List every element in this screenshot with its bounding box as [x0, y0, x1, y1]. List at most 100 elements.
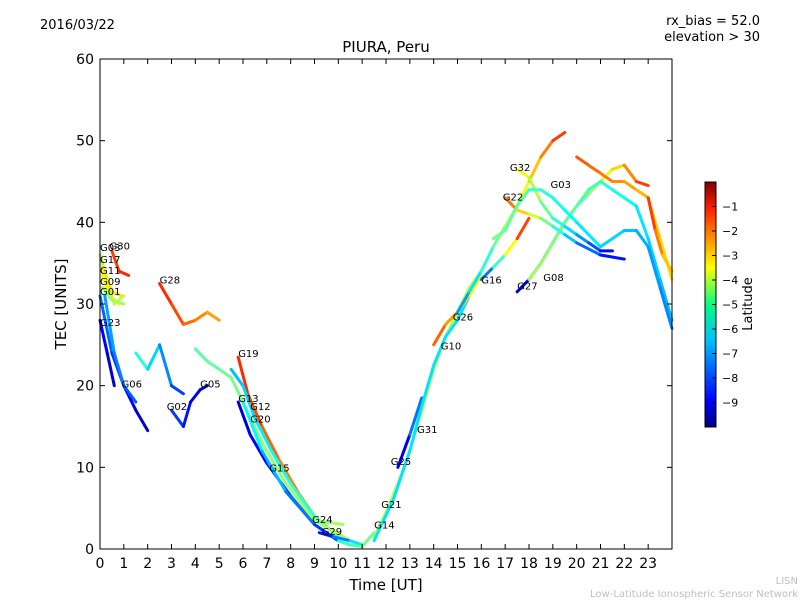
prn-label: G23 [100, 318, 120, 329]
series-segment [260, 425, 281, 461]
x-tick-label: 10 [329, 556, 347, 572]
series-segment [313, 518, 333, 525]
series-segment [646, 196, 657, 232]
prn-label: G12 [250, 402, 270, 413]
series-segment [246, 392, 264, 428]
series-segment [622, 163, 638, 183]
series-g07 [575, 155, 674, 281]
series-segment [539, 241, 555, 265]
x-tick-label: 23 [639, 556, 657, 572]
x-tick-label: 17 [496, 556, 514, 572]
date-label: 2016/03/22 [40, 18, 115, 33]
footer-lisn: LISN [775, 576, 798, 587]
prn-label: G02 [167, 402, 187, 413]
series-segment [170, 408, 185, 428]
series-segment [158, 343, 173, 388]
prn-label: G09 [100, 277, 120, 288]
series-g28 [158, 282, 221, 326]
series-segment [503, 204, 519, 232]
series-segment [110, 298, 126, 306]
colorbar-tick-label: −5 [722, 299, 738, 312]
series-segment [658, 278, 674, 322]
colorbar-tick-label: −8 [722, 372, 738, 385]
series-segment [112, 351, 126, 388]
series-segment [260, 449, 288, 494]
series-g32 [515, 167, 614, 253]
series-segment [110, 249, 121, 273]
series-segment [100, 286, 114, 302]
x-tick-label: 13 [401, 556, 419, 572]
x-tick-label: 22 [615, 556, 633, 572]
y-tick-label: 30 [76, 297, 94, 313]
x-tick-label: 5 [215, 556, 224, 572]
prn-label: G03 [551, 180, 571, 191]
series-segment [420, 363, 436, 408]
x-axis-label: Time [UT] [348, 576, 422, 594]
x-tick-label: 16 [472, 556, 490, 572]
series-segment [515, 278, 531, 294]
colorbar-label: Latitude [741, 277, 756, 331]
series-segment [599, 229, 626, 249]
series-segment [479, 245, 495, 273]
x-tick-label: 20 [568, 556, 586, 572]
x-tick-label: 12 [377, 556, 395, 572]
prn-label: G24 [312, 515, 332, 526]
series-g08 [527, 180, 674, 322]
x-tick-label: 6 [239, 556, 248, 572]
series-segment [491, 224, 507, 249]
series-g05 [170, 384, 209, 428]
series-segment [527, 261, 543, 281]
series-segment [539, 139, 555, 159]
series-g12 [229, 367, 340, 539]
series-segment [456, 290, 471, 314]
series-segment [270, 449, 293, 486]
series-segment [444, 318, 459, 339]
series-g16 [479, 216, 531, 281]
series-segment [193, 347, 209, 363]
colorbar-tick-label: −3 [722, 250, 738, 263]
series-segment [372, 498, 395, 543]
series-segment [634, 204, 650, 241]
prn-label: G32 [510, 163, 530, 174]
series-segment [587, 180, 602, 192]
x-tick-label: 3 [167, 556, 176, 572]
series-segment [467, 269, 483, 294]
prn-label: G08 [543, 273, 563, 284]
series-g29 [317, 531, 364, 547]
series-segment [329, 521, 345, 526]
prn-labels: G03G30G17G11G09G01G23G06G28G02G05G19G13G… [100, 163, 571, 538]
series-segment [479, 265, 495, 281]
colorbar-tick-label: −1 [722, 201, 738, 214]
series-segment [105, 351, 116, 388]
prn-label: G05 [200, 379, 220, 390]
series-segment [551, 196, 567, 212]
series-segment [587, 163, 602, 175]
series-g22 [503, 196, 626, 261]
rx-bias-label: rx_bias = 52.0 [666, 14, 760, 29]
series-segment [348, 539, 364, 547]
series-segment [284, 482, 316, 522]
series-segment [539, 200, 555, 220]
series-segment [217, 367, 233, 379]
prn-label: G15 [269, 463, 289, 474]
y-axis-label: TEC [UNITS] [52, 259, 70, 351]
series-segment [575, 233, 591, 245]
prn-label: G11 [100, 266, 120, 277]
prn-label: G25 [391, 457, 411, 468]
colorbar-tick-label: −9 [722, 397, 738, 410]
series-g24 [313, 518, 345, 526]
series-segment [515, 167, 531, 179]
colorbar-tick-label: −6 [722, 323, 738, 336]
x-tick-label: 19 [544, 556, 562, 572]
series-segment [396, 433, 412, 469]
series-segment [332, 535, 352, 543]
series-segment [539, 188, 555, 200]
prn-label: G29 [322, 527, 342, 538]
series-segment [634, 229, 650, 249]
prn-label: G27 [517, 281, 537, 292]
series-segment [170, 302, 185, 326]
series-segment [408, 404, 424, 453]
x-tick-label: 0 [96, 556, 105, 572]
prn-label: G13 [238, 394, 258, 405]
series-segment [236, 355, 250, 396]
